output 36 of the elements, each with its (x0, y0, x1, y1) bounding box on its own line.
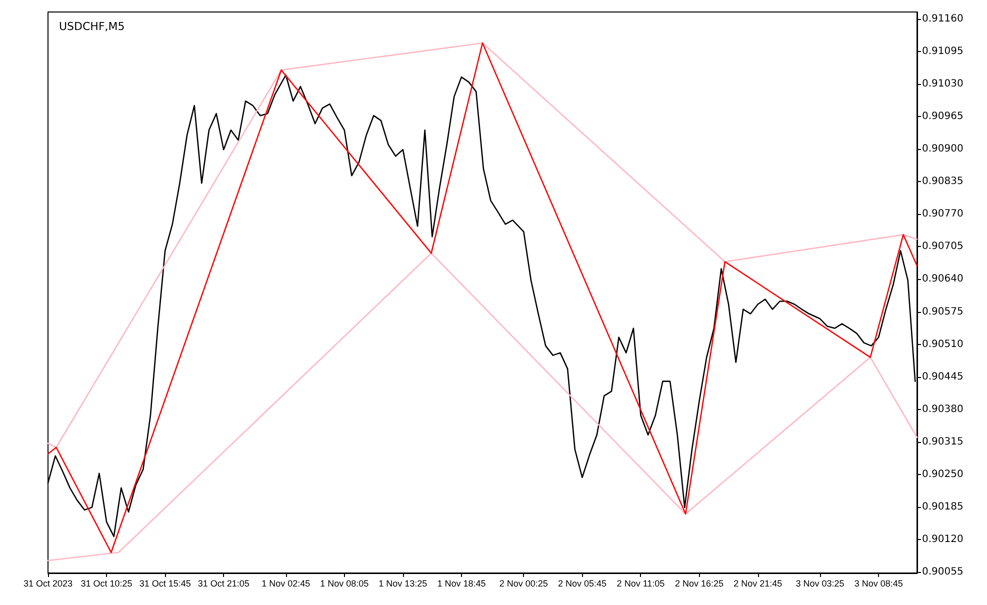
y-tick-label: 0.91030 (922, 78, 964, 90)
x-tick-label: 1 Nov 13:25 (378, 578, 428, 588)
y-tick-label: 0.90705 (922, 241, 964, 252)
x-tick-label: 2 Nov 00:25 (499, 578, 548, 588)
x-tick-label: 31 Oct 21:05 (198, 578, 250, 588)
x-tick-label: 31 Oct 2023 (23, 578, 73, 588)
text: USDCHF,M5 (59, 20, 125, 33)
line-series (47, 252, 918, 562)
x-tick-label: 3 Nov 08:45 (854, 578, 903, 588)
y-tick-label: 0.90510 (922, 338, 964, 350)
x-tick-label: 3 Nov 03:25 (796, 578, 844, 588)
x-tick-label: 2 Nov 05:45 (558, 578, 606, 588)
y-tick-label: 0.90380 (922, 404, 964, 415)
y-tick-label: 0.90770 (922, 208, 964, 220)
y-tick-label: 0.90250 (922, 468, 964, 480)
y-tick-label: 0.90640 (922, 274, 964, 285)
y-tick-label: 0.90055 (922, 566, 964, 578)
x-tick-label: 2 Nov 11:05 (616, 578, 665, 588)
x-tick-label: 1 Nov 02:45 (262, 578, 310, 588)
y-tick-label: 0.90315 (922, 436, 964, 448)
line-series (47, 42, 918, 448)
y-tick-label: 0.91160 (922, 14, 964, 25)
x-tick-label: 1 Nov 18:45 (437, 578, 486, 588)
y-tick-label: 0.90120 (922, 534, 964, 545)
x-tick-label: 31 Oct 15:45 (139, 578, 191, 588)
y-tick-label: 0.91095 (922, 46, 964, 58)
y-tick-label: 0.90185 (922, 501, 964, 512)
x-tick-label: 2 Nov 21:45 (734, 578, 782, 588)
y-tick-label: 0.90445 (922, 371, 964, 382)
x-tick-label: 2 Nov 16:25 (675, 578, 724, 588)
y-tick-label: 0.90965 (922, 111, 964, 122)
y-tick-label: 0.90900 (922, 144, 964, 155)
x-tick-label: 31 Oct 10:25 (80, 578, 132, 588)
y-tick-label: 0.90835 (922, 176, 964, 188)
x-tick-label: 1 Nov 08:05 (320, 578, 369, 588)
y-tick-label: 0.90575 (922, 306, 964, 318)
